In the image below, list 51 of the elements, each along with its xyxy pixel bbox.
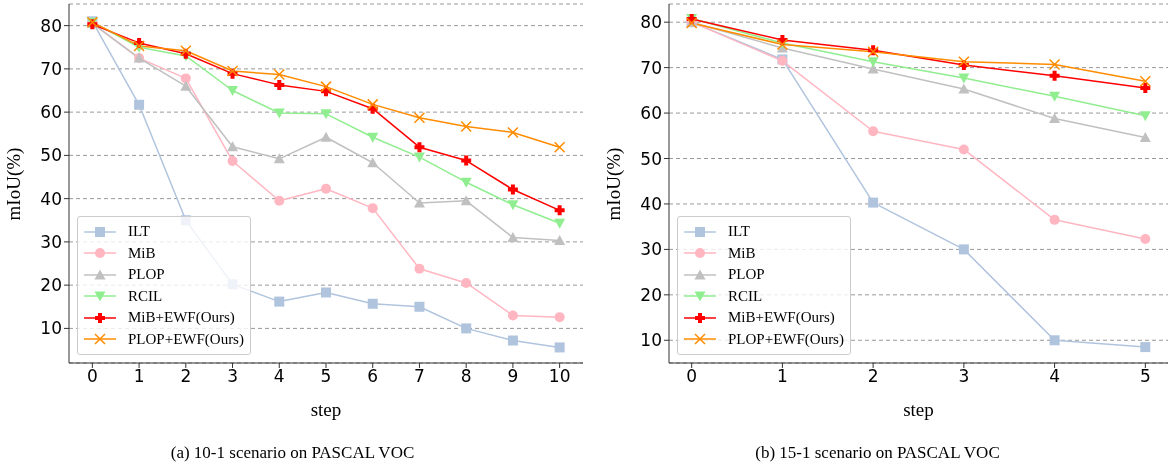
x-tick-label: 4 — [1049, 366, 1061, 387]
legend-label: MiB — [728, 244, 756, 262]
legend-label: PLOP+EWF(Ours) — [128, 330, 244, 348]
y-tick-label: 10 — [640, 330, 662, 351]
y-tick-label: 20 — [40, 275, 62, 296]
x-tick-label: 3 — [958, 366, 970, 387]
y-tick-label: 60 — [640, 103, 662, 124]
y-tick-label: 60 — [40, 102, 62, 123]
x-tick-label: 10 — [548, 366, 571, 387]
x-tick-label: 1 — [133, 366, 145, 387]
y-tick-label: 40 — [640, 193, 662, 214]
x-tick-label: 1 — [776, 366, 788, 387]
x-tick-label: 9 — [507, 366, 519, 387]
legend-label: PLOP — [728, 266, 765, 284]
x-tick-label: 2 — [867, 366, 879, 387]
text: (b) 15-1 scenario on PASCAL VOC — [754, 443, 1001, 463]
text: (a) 10-1 scenario on PASCAL VOC — [169, 443, 416, 463]
x-tick-label: 4 — [273, 366, 285, 387]
y-tick-label: 70 — [640, 57, 662, 78]
y-tick-label: 80 — [640, 12, 662, 33]
legend-label: ILT — [728, 223, 750, 241]
y-axis-title: mIoU(%) — [2, 146, 25, 222]
y-tick-label: 40 — [40, 188, 62, 209]
y-tick-label: 80 — [40, 15, 62, 36]
x-tick-label: 5 — [320, 366, 332, 387]
x-tick-label: 7 — [414, 366, 425, 387]
y-tick-label: 30 — [40, 231, 62, 252]
x-tick-label: 3 — [227, 366, 238, 387]
x-tick-label: 5 — [1139, 366, 1151, 387]
y-tick-label: 10 — [40, 318, 62, 339]
x-tick-label: 6 — [367, 366, 379, 387]
y-tick-label: 70 — [40, 58, 62, 79]
x-tick-label: 0 — [686, 366, 698, 387]
y-tick-label: 30 — [640, 239, 662, 260]
legend-label: MiB+EWF(Ours) — [728, 309, 835, 327]
y-axis-title: mIoU(%) — [602, 146, 625, 222]
y-tick-label: 50 — [40, 145, 62, 166]
x-tick-label: 2 — [180, 366, 192, 387]
x-axis-title: step — [903, 399, 934, 420]
legend-label: ILT — [128, 223, 150, 241]
legend-label: MiB+EWF(Ours) — [128, 309, 235, 327]
x-tick-label: 8 — [460, 366, 472, 387]
x-axis-title: step — [310, 399, 342, 420]
legend-label: RCIL — [128, 287, 163, 305]
y-tick-label: 50 — [640, 148, 662, 169]
legend-label: PLOP — [128, 266, 165, 284]
legend-label: RCIL — [728, 287, 763, 305]
y-tick-label: 20 — [640, 284, 662, 305]
legend-label: MiB — [128, 244, 156, 262]
legend-label: PLOP+EWF(Ours) — [728, 330, 844, 348]
x-tick-label: 0 — [86, 366, 98, 387]
